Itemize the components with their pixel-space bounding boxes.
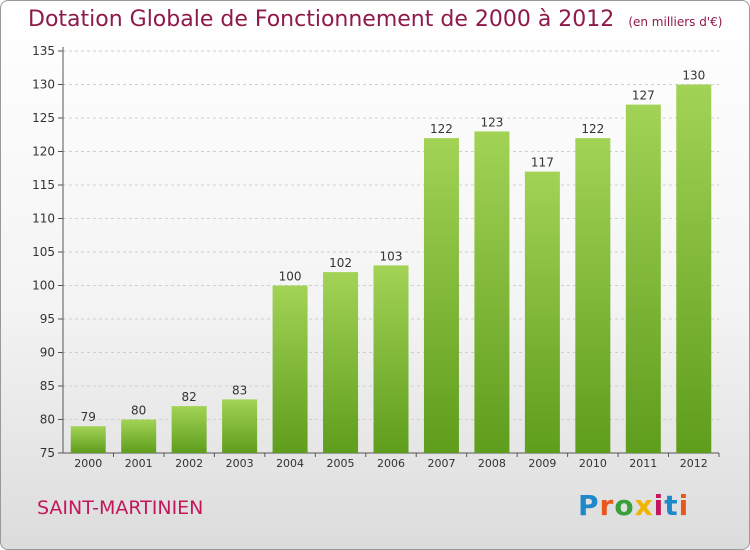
commune-name: SAINT-MARTINIEN xyxy=(37,497,204,519)
x-tick-label: 2010 xyxy=(579,457,607,470)
x-tick-label: 2006 xyxy=(377,457,405,470)
bar-value-label: 103 xyxy=(380,249,403,263)
x-tick-label: 2007 xyxy=(427,457,455,470)
x-tick-label: 2003 xyxy=(226,457,254,470)
x-tick-label: 2005 xyxy=(327,457,355,470)
y-tick-label: 115 xyxy=(32,178,55,192)
logo-letter: i xyxy=(653,489,665,522)
bar-value-label: 102 xyxy=(329,256,352,270)
bar xyxy=(373,265,409,453)
y-tick-label: 100 xyxy=(32,279,55,293)
chart-title: Dotation Globale de Fonctionnement de 20… xyxy=(28,7,722,32)
bar xyxy=(575,138,611,453)
y-tick-label: 125 xyxy=(32,111,55,125)
bar-value-label: 83 xyxy=(232,383,247,397)
y-tick-label: 110 xyxy=(32,212,55,226)
x-tick-label: 2004 xyxy=(276,457,304,470)
bar xyxy=(222,399,258,453)
bar xyxy=(625,104,661,453)
logo-letter: i xyxy=(678,489,690,522)
bar-value-label: 117 xyxy=(531,156,554,170)
y-tick-label: 85 xyxy=(40,379,55,393)
y-tick-label: 120 xyxy=(32,145,55,159)
proxiti-logo: Proxiti xyxy=(578,489,689,522)
bar-value-label: 80 xyxy=(131,404,146,418)
bar-value-label: 122 xyxy=(430,122,453,136)
bar xyxy=(70,426,106,453)
y-tick-label: 75 xyxy=(40,446,55,460)
bars xyxy=(70,84,712,453)
bar-value-label: 122 xyxy=(581,122,604,136)
bar xyxy=(474,131,510,453)
y-tick-label: 130 xyxy=(32,78,55,92)
x-tick-label: 2001 xyxy=(125,457,153,470)
bar-value-label: 100 xyxy=(279,270,302,284)
bar-value-label: 82 xyxy=(182,390,197,404)
y-tick-label: 105 xyxy=(32,245,55,259)
logo-letter: r xyxy=(599,489,615,522)
bar xyxy=(423,138,459,453)
bar-value-label: 79 xyxy=(81,410,96,424)
bar-value-label: 130 xyxy=(682,69,705,83)
y-tick-label: 135 xyxy=(32,44,55,58)
logo-letter: x xyxy=(634,489,654,522)
bar xyxy=(171,406,207,453)
x-tick-label: 2008 xyxy=(478,457,506,470)
bar xyxy=(121,419,157,453)
bar-value-label: 127 xyxy=(632,89,655,103)
x-tick-label: 2012 xyxy=(680,457,708,470)
bar-value-label: 123 xyxy=(480,115,503,129)
chart-title-text: Dotation Globale de Fonctionnement de 20… xyxy=(28,7,615,32)
logo-letter: o xyxy=(614,489,635,522)
x-tick-label: 2009 xyxy=(528,457,556,470)
bar xyxy=(323,272,359,453)
logo-letter: t xyxy=(664,489,679,522)
x-tick-label: 2000 xyxy=(74,457,102,470)
y-tick-label: 95 xyxy=(40,312,55,326)
y-tick-label: 80 xyxy=(40,413,55,427)
bar xyxy=(272,285,308,453)
chart-unit-label: (en milliers d'€) xyxy=(628,15,723,29)
y-tick-label: 90 xyxy=(40,346,55,360)
x-tick-label: 2011 xyxy=(629,457,657,470)
x-tick-label: 2002 xyxy=(175,457,203,470)
bar xyxy=(676,84,712,453)
logo-letter: P xyxy=(578,489,600,522)
bar xyxy=(524,171,560,453)
labels: 75 80 85 90 95 100 105 110 115 120 125 130 135 79 2000… xyxy=(32,44,708,470)
